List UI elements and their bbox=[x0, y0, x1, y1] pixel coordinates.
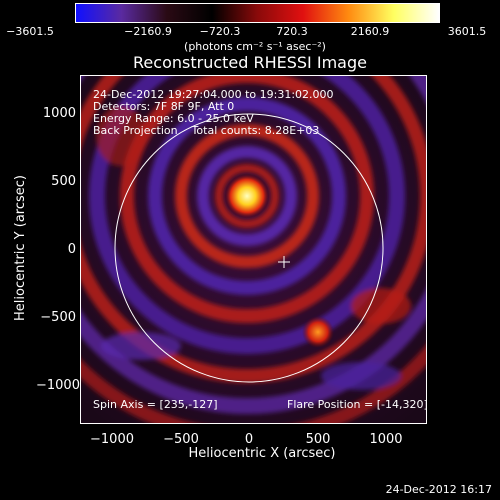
colorbar-tick: −2160.9 bbox=[124, 25, 172, 38]
colorbar-unit: (photons cm⁻² s⁻¹ asec⁻²) bbox=[184, 40, 326, 53]
colorbar-tick: 720.3 bbox=[276, 25, 308, 38]
y-tick-label: 500 bbox=[51, 174, 76, 189]
spin-axis-label: Spin Axis = [235,-127] bbox=[93, 398, 218, 411]
x-tick-label: 500 bbox=[305, 432, 331, 447]
x-tick-label: 0 bbox=[244, 432, 254, 447]
y-tick-label: 1000 bbox=[42, 106, 76, 121]
info-detectors: Detectors: 7F 8F 9F, Att 0 bbox=[93, 100, 235, 113]
spin-axis-marker bbox=[278, 256, 290, 268]
secondary-source bbox=[302, 316, 334, 348]
info-energy-range: Energy Range: 6.0 - 25.0 keV bbox=[93, 112, 254, 125]
y-tick-label: −500 bbox=[40, 310, 76, 325]
flare-source bbox=[225, 174, 269, 218]
plot-timestamp: 24-Dec-2012 16:17 bbox=[385, 483, 492, 496]
colorbar-tick: −3601.5 bbox=[6, 25, 54, 38]
y-axis-label: Heliocentric Y (arcsec) bbox=[13, 175, 29, 321]
x-tick-label: 1000 bbox=[369, 432, 403, 447]
info-method-counts: Back Projection Total counts: 8.28E+03 bbox=[93, 124, 320, 137]
y-tick-label: −1000 bbox=[36, 378, 80, 393]
x-tick-label: −500 bbox=[163, 432, 199, 447]
colorbar-tick: 3601.5 bbox=[447, 25, 487, 38]
rhessi-map bbox=[80, 75, 427, 424]
fringe-pattern bbox=[81, 76, 426, 423]
solar-limb bbox=[114, 113, 384, 383]
y-tick-label: 0 bbox=[67, 242, 76, 257]
map-svg bbox=[81, 76, 426, 423]
colorbar-tick: −720.3 bbox=[199, 25, 241, 38]
x-axis-label: Heliocentric X (arcsec) bbox=[188, 446, 336, 461]
info-time-range: 24-Dec-2012 19:27:04.000 to 19:31:02.000 bbox=[93, 88, 334, 101]
colorbar bbox=[75, 3, 440, 23]
x-tick-label: −1000 bbox=[90, 432, 134, 447]
colorbar-tick: 2160.9 bbox=[350, 25, 390, 38]
image-title: Reconstructed RHESSI Image bbox=[133, 53, 367, 72]
flare-position-label: Flare Position = [-14,320] bbox=[287, 398, 428, 411]
